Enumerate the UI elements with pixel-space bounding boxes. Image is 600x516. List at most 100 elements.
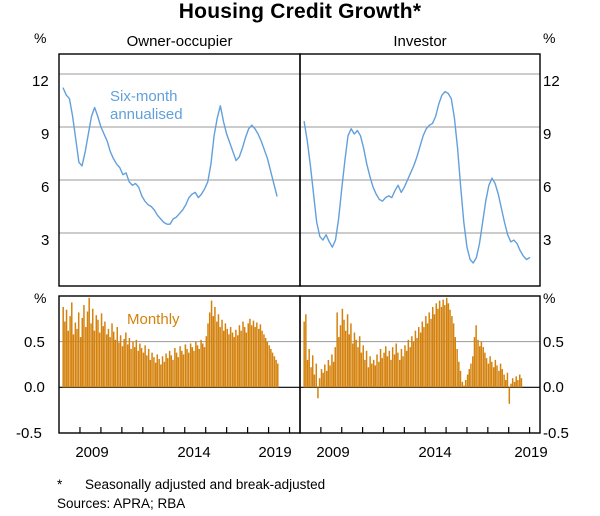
six-month-line-investor <box>303 90 531 264</box>
monthly-bar <box>167 358 169 388</box>
ytick-top-left-3: 3 <box>41 232 50 249</box>
monthly-bar <box>395 343 397 388</box>
monthly-bar <box>174 348 176 388</box>
monthly-bar <box>350 323 352 388</box>
monthly-bar <box>175 352 178 388</box>
monthly-bar <box>256 322 258 388</box>
monthly-bar <box>379 348 382 388</box>
panel-header-owner-occupier: Owner-occupier <box>126 33 233 50</box>
legend-monthly: Monthly <box>127 311 180 328</box>
monthly-bar <box>263 334 265 388</box>
monthly-bar <box>399 359 401 388</box>
monthly-bar <box>353 332 356 388</box>
monthly-bar <box>431 306 434 388</box>
monthly-bar <box>219 327 221 388</box>
monthly-bar <box>132 341 134 388</box>
monthly-bar <box>464 380 467 388</box>
monthly-bar <box>237 335 239 388</box>
monthly-bar <box>491 361 493 388</box>
monthly-bar <box>250 325 253 388</box>
monthly-bar <box>142 352 145 388</box>
monthly-bar <box>226 328 229 388</box>
monthly-bar <box>217 314 220 388</box>
ytick-bot-left-m0p5: -0.5 <box>16 425 42 442</box>
monthly-bar <box>233 337 235 388</box>
chart-title: Housing Credit Growth* <box>178 0 422 23</box>
monthly-bar <box>100 313 103 388</box>
panel-frame-top <box>299 53 541 287</box>
monthly-bar <box>69 316 71 388</box>
monthly-bar <box>437 308 439 388</box>
monthly-bar <box>165 353 167 388</box>
sources-text: Sources: APRA; RBA <box>57 496 186 511</box>
monthly-bar <box>461 381 464 388</box>
monthly-bar <box>93 330 96 388</box>
monthly-bar <box>310 367 312 388</box>
monthly-bar <box>257 328 260 388</box>
monthly-bar <box>275 359 277 388</box>
monthly-bar <box>207 323 209 388</box>
monthly-bar <box>182 354 185 388</box>
monthly-bar <box>221 319 223 388</box>
monthly-bar <box>146 355 148 388</box>
monthly-bar <box>193 350 195 388</box>
monthly-bar <box>411 336 413 388</box>
ytick-top-left-12: 12 <box>32 73 49 90</box>
monthly-bar <box>338 337 340 388</box>
monthly-bar <box>107 328 110 388</box>
monthly-bar <box>86 311 89 388</box>
monthly-bar <box>355 339 357 388</box>
monthly-bar <box>170 355 173 388</box>
monthly-bar <box>200 339 202 388</box>
monthly-bar <box>480 341 483 388</box>
monthly-bar <box>430 318 432 388</box>
monthly-bar <box>484 352 486 388</box>
footnote-marker: * <box>57 477 63 492</box>
legend-six-month-annualised: Six-month annualised <box>110 88 183 124</box>
xtick-right-2019: 2019 <box>514 444 548 461</box>
ytick-bot-right-0p0: 0.0 <box>543 379 564 396</box>
monthly-bar <box>451 316 453 388</box>
monthly-bar <box>327 359 330 388</box>
monthly-bar <box>254 327 256 388</box>
monthly-bar <box>367 367 370 388</box>
monthly-bar <box>177 357 179 388</box>
monthly-bar <box>371 363 373 388</box>
monthly-bar <box>444 305 446 388</box>
monthly-bar <box>71 302 73 388</box>
monthly-bar <box>419 332 422 388</box>
monthly-bar <box>172 359 174 388</box>
monthly-bar <box>243 327 246 388</box>
monthly-bar <box>118 342 120 388</box>
monthly-bar <box>317 387 319 399</box>
monthly-bar <box>418 327 420 388</box>
monthly-bar <box>273 356 276 388</box>
monthly-bar <box>324 364 326 388</box>
ytick-bot-left-0p0: 0.0 <box>24 379 45 396</box>
monthly-bar <box>391 347 394 388</box>
monthly-bar <box>212 316 214 388</box>
monthly-bar <box>231 332 234 388</box>
monthly-bars-investor <box>303 297 523 404</box>
monthly-bar <box>425 316 427 388</box>
monthly-bar <box>187 352 190 388</box>
monthly-bar <box>189 343 192 388</box>
monthly-bar <box>511 378 514 388</box>
monthly-bar <box>404 345 406 388</box>
six-month-line-owner-occupier <box>62 87 278 225</box>
monthly-bar <box>205 336 208 388</box>
monthly-bar <box>102 326 104 388</box>
monthly-bar <box>144 345 146 388</box>
monthly-bar <box>508 387 511 404</box>
monthly-bar <box>388 350 391 388</box>
monthly-bar <box>435 303 438 388</box>
monthly-bar <box>386 356 389 388</box>
monthly-bar <box>331 354 333 388</box>
xtick-left-2014: 2014 <box>177 444 211 461</box>
monthly-bar <box>412 341 415 388</box>
monthly-bar <box>306 359 309 388</box>
monthly-bar <box>452 323 455 388</box>
monthly-bar <box>416 338 418 388</box>
monthly-bar <box>104 321 106 388</box>
monthly-bar <box>322 372 324 388</box>
